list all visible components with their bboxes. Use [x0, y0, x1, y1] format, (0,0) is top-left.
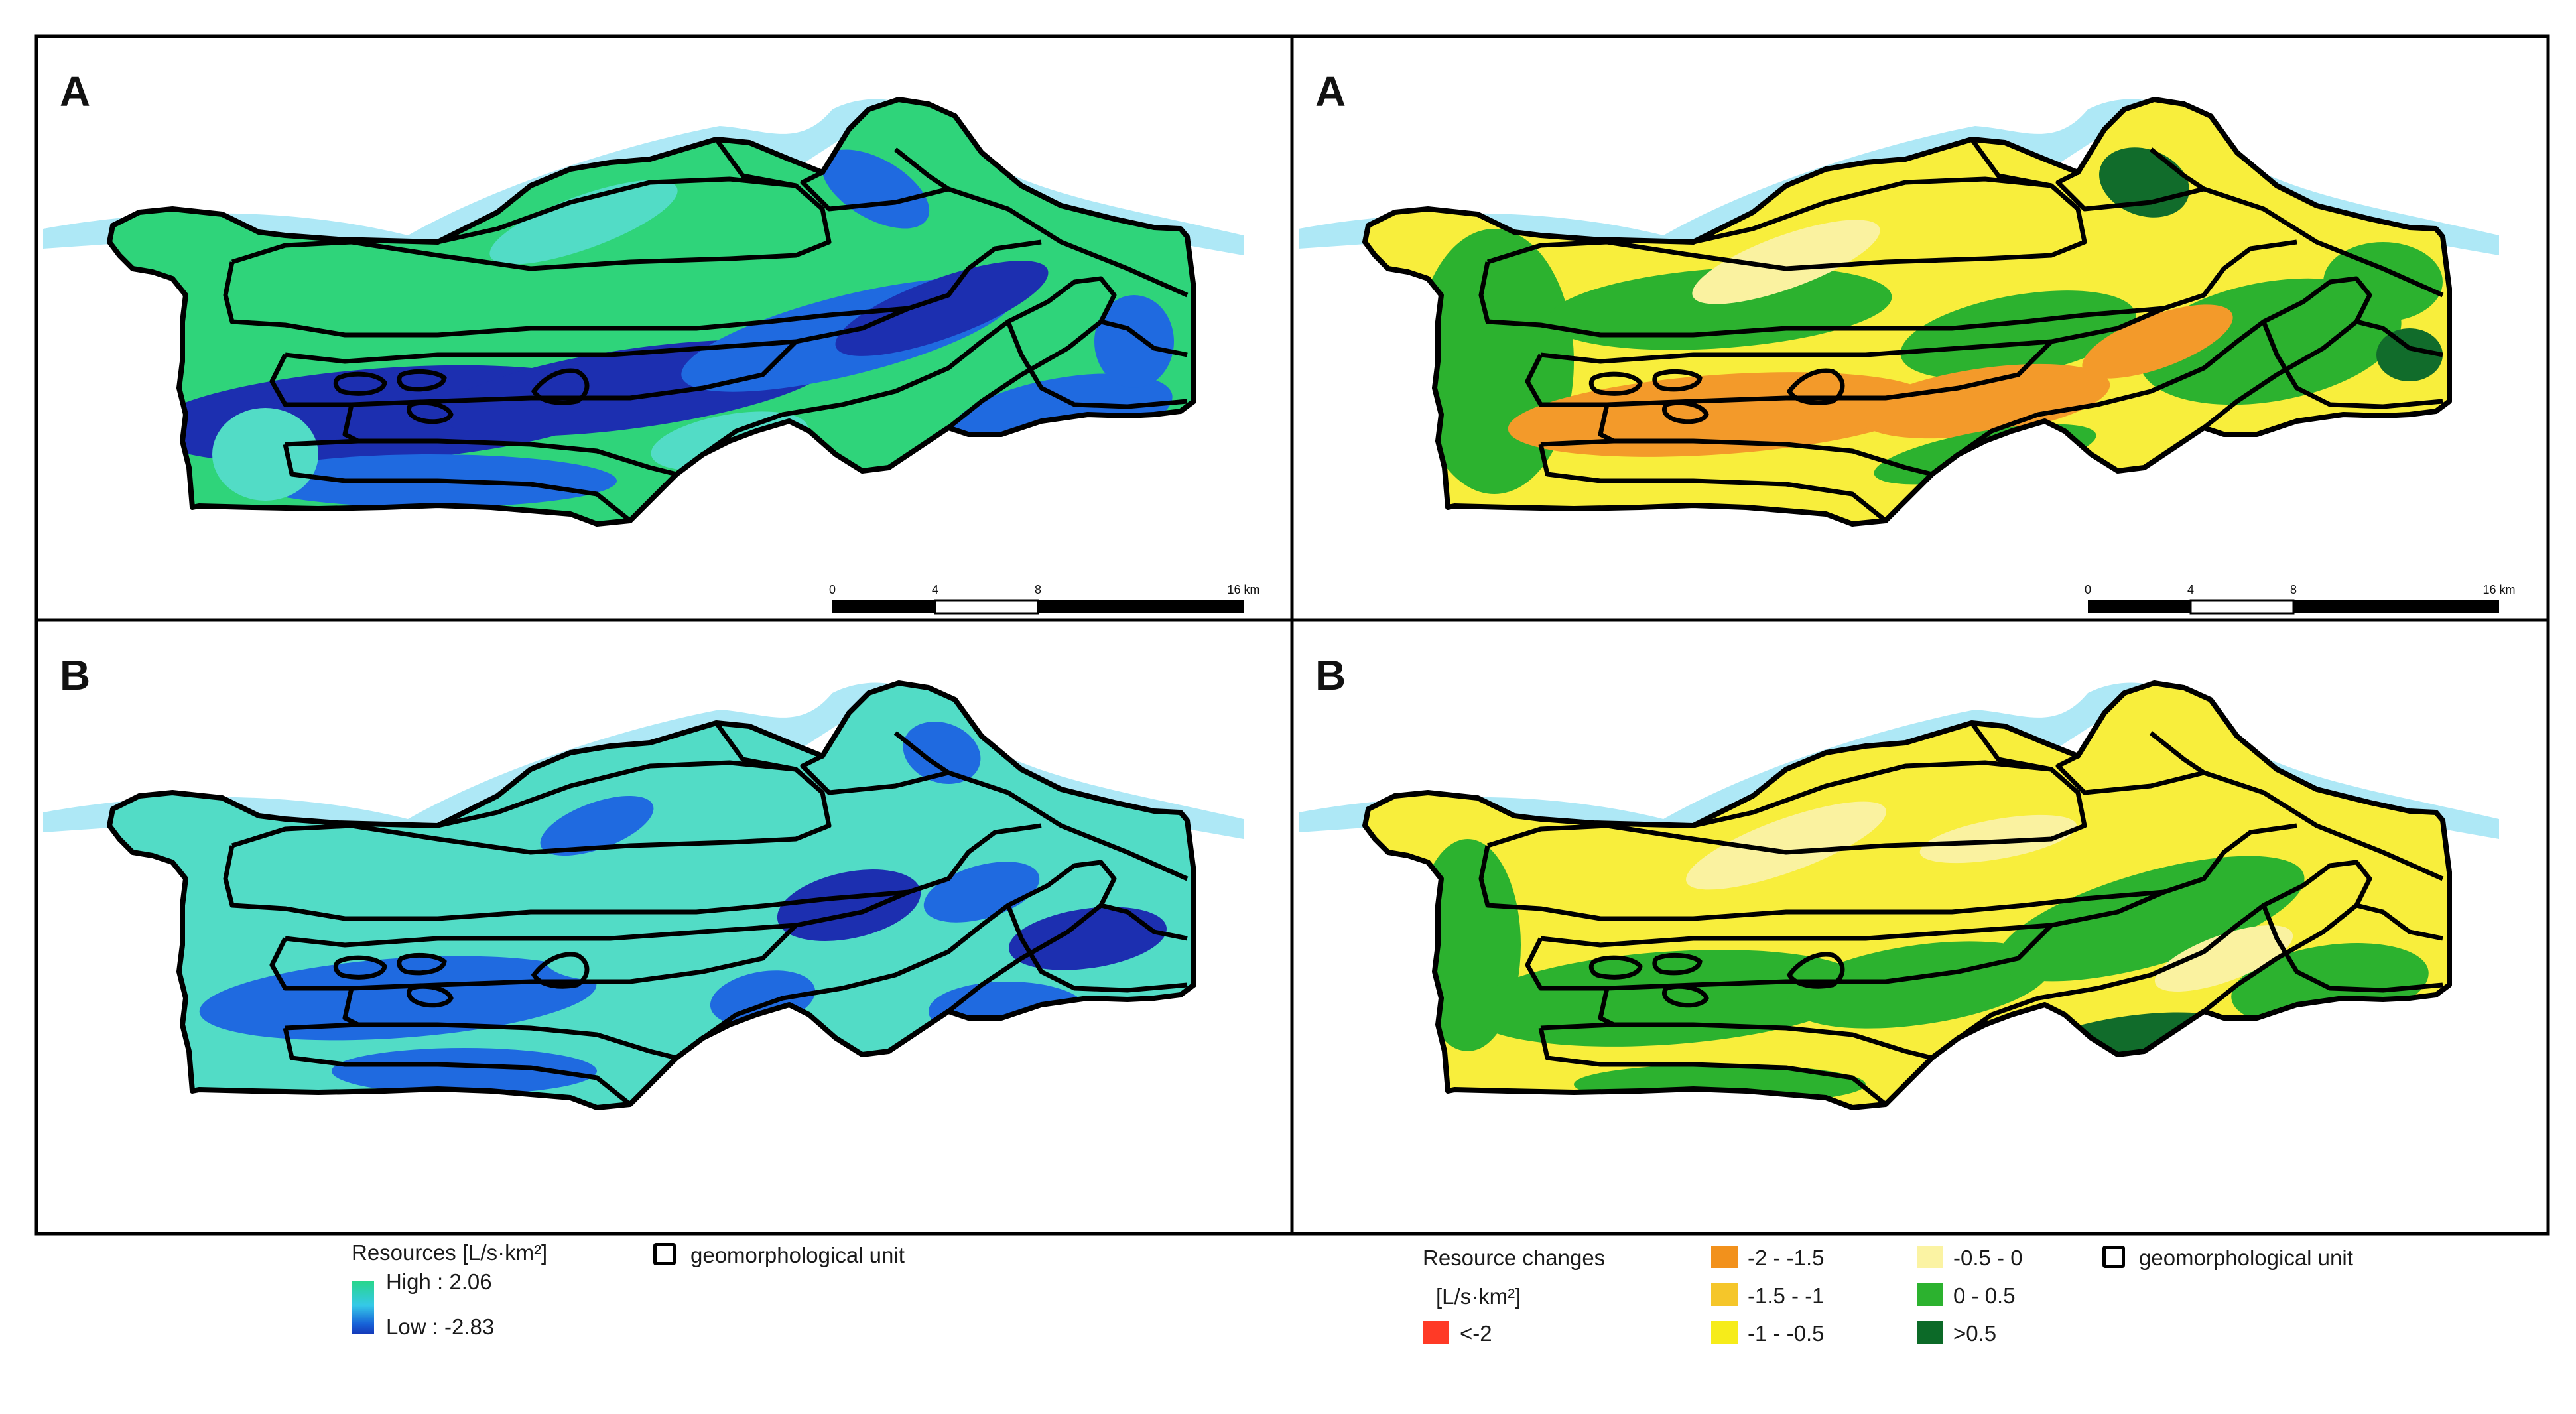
legend-unit-left: geomorphological unit: [653, 1243, 932, 1272]
raster-patch: [2376, 328, 2443, 381]
raster-patch: [2154, 925, 2293, 992]
scale-tick-label: 4: [932, 583, 938, 596]
raster-patch: [212, 408, 318, 501]
label-minus0-5-0: -0.5 - 0: [1953, 1246, 2023, 1270]
panel-label: A: [1315, 68, 1346, 115]
raster-patch: [1692, 220, 1880, 304]
raster-patch: [903, 721, 981, 785]
map-panel-tr: A 0 4 8 16 km: [1290, 34, 2550, 622]
raster-patch: [545, 909, 755, 982]
legend-resources-low: Low : -2.83: [386, 1315, 495, 1339]
legend-resources-title: Resources [L/s·km²]: [352, 1240, 548, 1265]
raster-patch: [540, 795, 654, 856]
scale-tick-label: 0: [2085, 583, 2091, 596]
scale-tick-label: 8: [1035, 583, 1041, 596]
legend-changes-title: Resource changes: [1423, 1246, 1606, 1270]
legend-unit-right-label: geomorphological unit: [2139, 1246, 2353, 1270]
raster-patch: [821, 149, 930, 229]
scale-tick-label: 4: [2187, 583, 2194, 596]
panel-label: B: [1315, 651, 1346, 699]
label-minus1-minus0-5: -1 - -0.5: [1748, 1321, 1825, 1346]
raster-patch: [332, 1048, 597, 1094]
swatch-0-0-5: [1917, 1283, 1943, 1306]
label-lt-minus2: <-2: [1460, 1321, 1492, 1346]
raster-patch: [835, 261, 1049, 356]
raster-patch: [2323, 242, 2443, 322]
swatch-lt-minus2: [1423, 1321, 1449, 1344]
raster-patch: [1997, 856, 2305, 982]
swatch-minus0-5-0: [1917, 1246, 1943, 1268]
raster-patch: [1787, 941, 2051, 1029]
resources-gradient-swatch: [352, 1281, 374, 1334]
map-panel-bl: B: [34, 618, 1294, 1236]
raster-patch: [1686, 801, 1886, 890]
swatch-gt-0-5: [1917, 1321, 1943, 1344]
scale-tick-label: 16 km: [2482, 583, 2515, 596]
raster-patch: [2166, 767, 2308, 831]
swatch-minus2-minus1-5: [1711, 1246, 1738, 1268]
map-panel-tl: A 0 4 8 16 km: [34, 34, 1294, 622]
raster-patch: [2082, 304, 2233, 379]
panel-label: B: [60, 651, 90, 699]
legend-changes: Resource changes [L/s·km²] <-2 -2 - -1.5…: [1423, 1246, 2353, 1358]
legend-resources-high: High : 2.06: [386, 1269, 492, 1294]
label-minus1-5-minus1: -1.5 - -1: [1748, 1283, 1825, 1308]
map-panel-br: B: [1290, 618, 2550, 1236]
panel-label: A: [60, 68, 90, 115]
legend-unit-left-label: geomorphological unit: [690, 1243, 905, 1267]
label-gt-0-5: >0.5: [1953, 1321, 1997, 1346]
scale-tick-label: 0: [829, 583, 836, 596]
raster-patch: [1900, 290, 2136, 379]
scale-tick-label: 8: [2290, 583, 2297, 596]
scale-tick-label: 16 km: [1227, 583, 1259, 596]
raster-patch: [1009, 907, 1167, 970]
raster-patch: [1919, 814, 2077, 864]
geomorphological-unit-swatch: [653, 1243, 676, 1265]
legend-changes-unit: [L/s·km²]: [1436, 1284, 1521, 1309]
geomorphological-unit-swatch-right: [2102, 1246, 2125, 1268]
raster-patch: [199, 956, 597, 1041]
raster-patch: [1094, 295, 1174, 388]
swatch-minus1-minus0-5: [1711, 1321, 1738, 1344]
raster-patch: [489, 180, 678, 265]
scale-bar: 0 4 8 16 km: [2085, 583, 2516, 615]
scale-bar: 0 4 8 16 km: [829, 583, 1260, 615]
label-minus2-minus1-5: -2 - -1.5: [1748, 1246, 1825, 1270]
label-0-0-5: 0 - 0.5: [1953, 1283, 2016, 1308]
legend-resources: Resources [L/s·km²] High : 2.06 Low : -2…: [352, 1240, 617, 1346]
swatch-minus1-5-minus1: [1711, 1283, 1738, 1306]
